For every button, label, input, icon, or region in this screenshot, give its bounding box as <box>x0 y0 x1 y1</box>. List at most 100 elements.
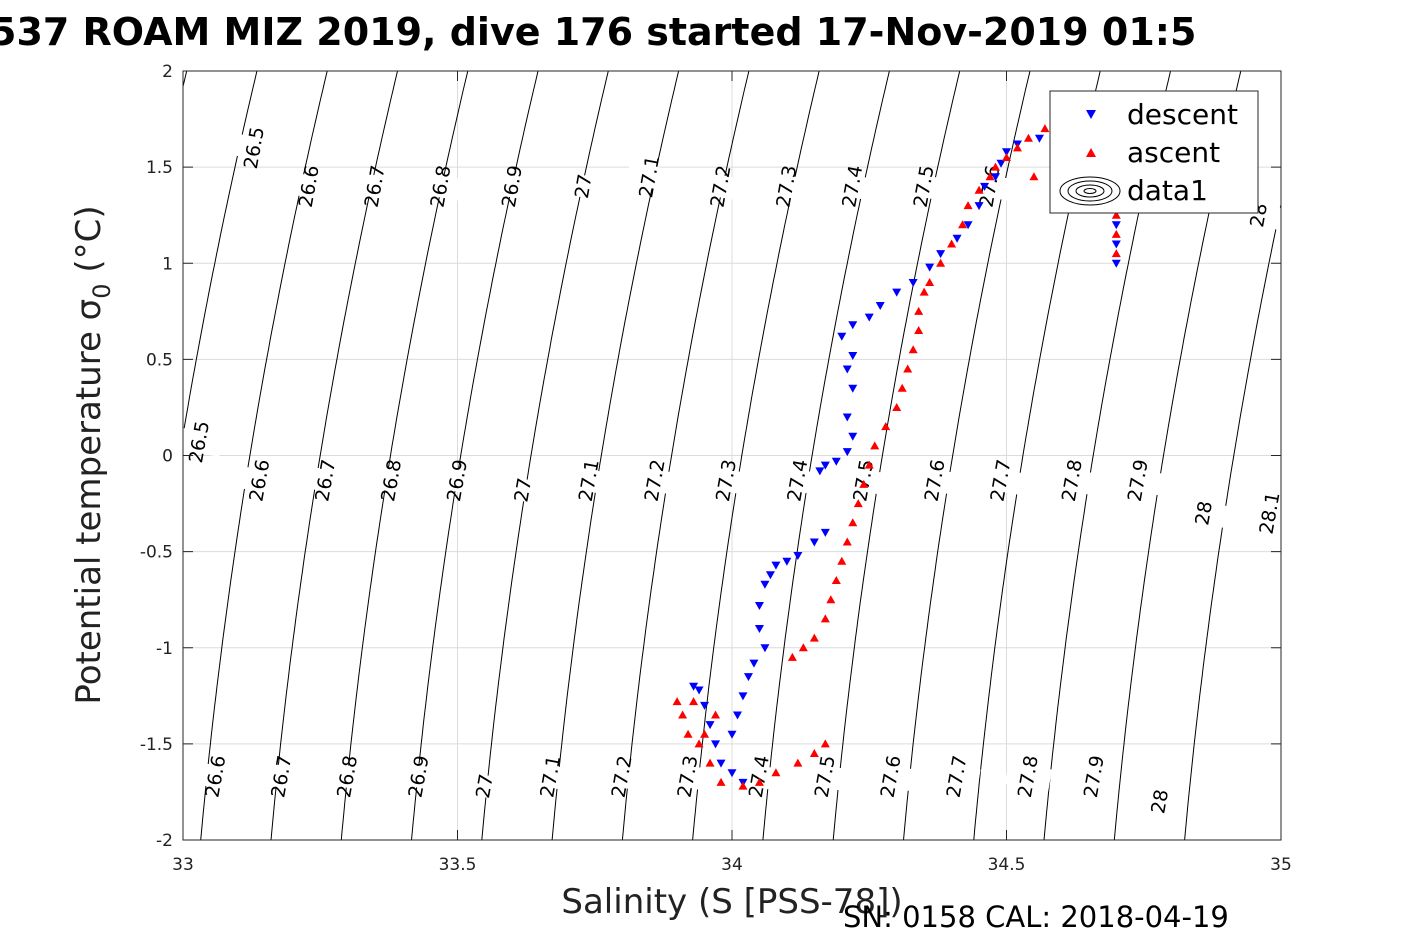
y-tick-label: 2 <box>162 62 173 82</box>
ascent-point-50 <box>1111 210 1121 219</box>
ascent-point-42 <box>683 729 693 738</box>
ascent-point-26 <box>837 556 847 565</box>
descent-point-55 <box>727 769 737 778</box>
contour-label: 27.8 <box>1058 458 1087 503</box>
descent-point-18 <box>925 263 935 272</box>
contour-label-bg <box>230 133 278 163</box>
descent-point-14 <box>974 202 984 211</box>
descent-point-31 <box>831 457 841 466</box>
contour-26-9 <box>340 71 469 840</box>
contour-label: 27.9 <box>1080 754 1109 799</box>
ascent-point-31 <box>798 643 808 652</box>
ascent-point-16 <box>903 364 913 373</box>
ascent-point-48 <box>1111 249 1121 258</box>
contour-label-bg <box>1070 761 1118 792</box>
contour-label: 27.3 <box>772 164 801 209</box>
ascent-point-5 <box>985 172 995 181</box>
descent-point-0 <box>1111 259 1121 268</box>
descent-point-17 <box>936 250 946 259</box>
ascent-point-0 <box>1040 124 1050 133</box>
descent-point-28 <box>842 413 852 422</box>
contour-27-1 <box>481 71 609 840</box>
ascent-point-30 <box>809 633 819 642</box>
contour-label: 27.6 <box>877 754 906 799</box>
descent-point-43 <box>760 644 770 653</box>
contour-label-bg <box>1136 786 1184 817</box>
ascent-point-39 <box>716 777 726 786</box>
ascent-point-14 <box>914 326 924 335</box>
descent-point-13 <box>980 182 990 191</box>
y-tick-label: 0.5 <box>146 350 173 370</box>
ascent-point-38 <box>738 781 748 790</box>
descent-point-37 <box>782 557 792 566</box>
descent-point-29 <box>848 432 858 441</box>
contour-label: 28 <box>1191 499 1217 527</box>
ascent-point-21 <box>864 460 874 469</box>
contour-label-bg <box>285 171 333 202</box>
descent-series <box>689 132 1121 787</box>
contour-26-8 <box>270 71 398 840</box>
contour-label: 26.8 <box>377 458 406 503</box>
ascent-point-11 <box>925 277 935 286</box>
contour-label: 26.7 <box>311 458 340 503</box>
descent-point-25 <box>848 352 858 361</box>
contour-label: 27.5 <box>811 754 840 799</box>
contour-label-bg <box>175 427 224 457</box>
descent-point-54 <box>689 682 699 691</box>
legend-contour-icon <box>1059 176 1121 206</box>
ascent-point-22 <box>859 479 869 488</box>
descent-point-19 <box>908 278 918 287</box>
contour-label: 28 <box>1147 788 1173 816</box>
contour-label: 27.6 <box>921 458 950 503</box>
ascent-point-19 <box>881 422 891 431</box>
descent-point-47 <box>732 711 742 720</box>
contour-label: 27.2 <box>707 164 736 209</box>
contour-label-bg <box>1004 761 1053 792</box>
ascent-point-20 <box>870 441 880 450</box>
ascent-point-4 <box>991 162 1001 171</box>
descent-point-41 <box>754 601 764 610</box>
ascent-point-9 <box>947 239 957 248</box>
descent-point-23 <box>848 321 858 330</box>
descent-point-35 <box>809 538 819 547</box>
contour-label: 27.8 <box>1014 754 1043 799</box>
ascent-point-15 <box>908 345 918 354</box>
contour-label: 27.7 <box>943 754 972 799</box>
contour-26-6 <box>183 71 258 439</box>
contour-label-bg <box>258 761 306 792</box>
descent-point-26 <box>842 365 852 374</box>
contour-label-bg <box>368 465 416 496</box>
descent-point-15 <box>963 221 973 230</box>
contour-label-bg <box>565 465 613 496</box>
descent-point-2 <box>1111 221 1121 230</box>
y-tick-label: 1 <box>162 254 173 274</box>
ascent-point-36 <box>771 768 781 777</box>
ascent-point-28 <box>826 595 836 604</box>
contour-label-bg <box>598 761 646 792</box>
contour-label: 27.3 <box>712 458 741 503</box>
contour-label-bg <box>192 761 240 792</box>
contour-label: 26.9 <box>498 164 527 209</box>
x-axis: 33 33.5 34 34.5 35 <box>172 71 1292 875</box>
descent-point-48 <box>727 730 737 739</box>
contour-label: 26.7 <box>267 754 296 799</box>
contour-label: 28.1 <box>1256 490 1285 535</box>
contour-label-bg <box>527 761 575 792</box>
contour-label: 27.1 <box>575 458 604 503</box>
contour-27-2 <box>551 71 680 840</box>
ascent-point-13 <box>914 306 924 315</box>
x-tick-label: 33 <box>172 855 194 875</box>
ascent-point-40 <box>705 758 715 767</box>
contour-label: 27.4 <box>838 164 867 209</box>
contour-label-bg <box>829 171 877 202</box>
ascent-point-43 <box>678 710 688 719</box>
y-axis-label-sigma: σ <box>69 299 109 321</box>
ascent-point-18 <box>892 402 902 411</box>
contour-label: 27.5 <box>910 164 939 209</box>
contour-label-bg <box>977 465 1025 496</box>
descent-point-39 <box>765 571 775 580</box>
contour-label-bg <box>801 761 849 792</box>
ascent-point-34 <box>809 748 819 757</box>
contour-label: 27.4 <box>783 458 812 503</box>
